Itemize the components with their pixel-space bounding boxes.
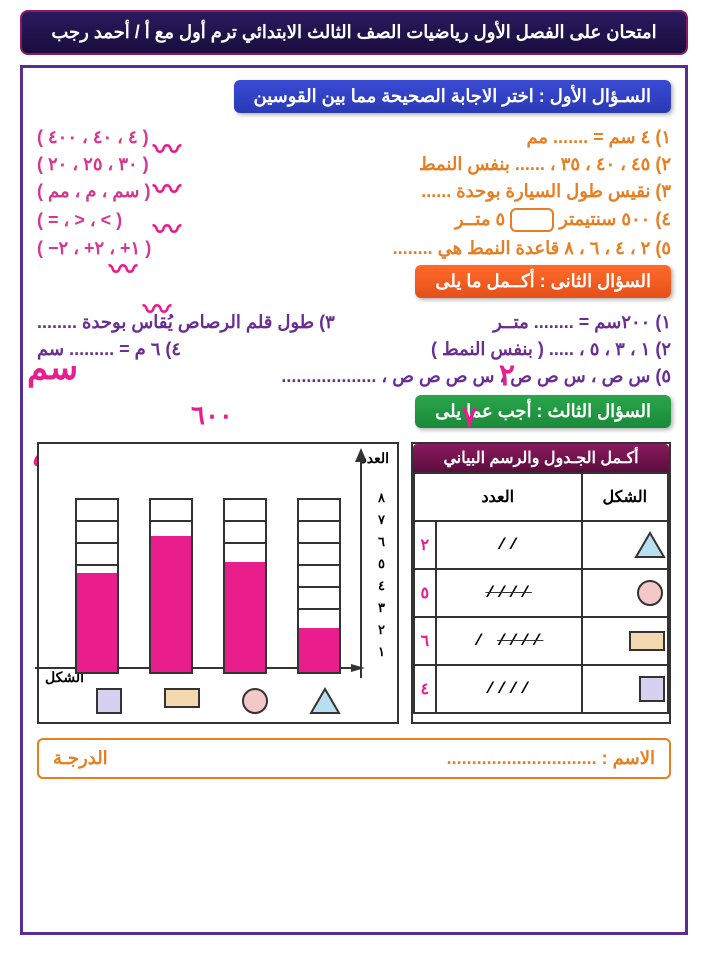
cell-num: ٦ (414, 617, 436, 665)
table-panel: أكـمل الجـدول والرسم البياني الشكل العدد… (411, 442, 671, 724)
q1-r4-right: ٤) ٥٠٠ سنتيمتر ٥ متــر (455, 208, 671, 232)
bar-rect (149, 498, 193, 674)
triangle-icon (633, 530, 667, 560)
bar-triangle (297, 498, 341, 674)
q1-row-1: ١) ٤ سم = ....... مم ( ٤ ، ٤٠ ، ٤٠٠ ) (37, 127, 671, 148)
mark-icon: 〰 (153, 128, 181, 168)
q1-r3-left: ( سم ، م ، مم ) (37, 181, 150, 202)
data-table: الشكل العدد // ٢ //// ٥ (413, 472, 669, 714)
cell-shape (582, 521, 668, 569)
q1-r5-right: ٥) ٢ ، ٤ ، ٦ ، ٨ قاعدة النمط هي ........ (393, 238, 671, 259)
table-row: //// / ٦ (414, 617, 668, 665)
cell-tally: // (436, 521, 582, 569)
mark-icon: 〰 (153, 168, 181, 208)
y-axis (351, 448, 365, 678)
bar-circle (223, 498, 267, 674)
chart-area: ١ ٢ ٣ ٤ ٥ ٦ ٧ ٨ (75, 462, 361, 674)
cell-shape (582, 665, 668, 713)
q1-r1-right: ١) ٤ سم = ....... مم (526, 127, 671, 148)
bar-square (75, 498, 119, 674)
ans-mark: سم (27, 348, 78, 388)
sub-header: أكـمل الجـدول والرسم البياني (413, 444, 669, 472)
q1-row-4: ٤) ٥٠٠ سنتيمتر ٥ متــر ( > ، < ، = ) (37, 208, 671, 232)
rect-icon (162, 686, 202, 712)
q2-r1-left: ٣) طول قلم الرصاص يُقاس بوحدة ........ (37, 312, 335, 333)
q3-panels: أكـمل الجـدول والرسم البياني الشكل العدد… (37, 442, 671, 724)
cell-num: ٥ (414, 569, 436, 617)
q1-r1-left: ( ٤ ، ٤٠ ، ٤٠٠ ) (37, 127, 149, 148)
table-row: //// ٤ (414, 665, 668, 713)
cell-num: ٤ (414, 665, 436, 713)
square-icon (94, 686, 124, 716)
x-shapes (75, 686, 361, 716)
circle-icon (633, 578, 667, 608)
name-row: الاسم : .............................. ا… (37, 738, 671, 779)
q1-header: السـؤال الأول : اختر الاجابة الصحيحة مما… (234, 80, 671, 113)
name-label: الاسم : .............................. (447, 748, 655, 769)
table-row: //// ٥ (414, 569, 668, 617)
q1-r4-left: ( > ، < ، = ) (37, 210, 122, 231)
q3-header: السؤال الثالث : أجب عما يلى (415, 395, 671, 428)
q2-row-1: ١) ٢٠٠سم = ........ متــر ٣) طول قلم الر… (37, 312, 671, 333)
ans-mark: ٦٠٠ (191, 400, 233, 431)
circle-icon (240, 686, 270, 716)
mark-icon: 〰 (143, 288, 171, 328)
q1-r3-right: ٣) نقيس طول السيارة بوحدة ...... (421, 181, 671, 202)
square-icon (637, 674, 667, 704)
triangle-icon (308, 686, 342, 716)
q2-header: السؤال الثانى : أكــمل ما يلى (415, 265, 671, 298)
col-count: العدد (414, 473, 582, 521)
compare-box (510, 208, 554, 232)
cell-num: ٢ (414, 521, 436, 569)
mark-icon: 〰 (153, 208, 181, 248)
main-frame: السـؤال الأول : اختر الاجابة الصحيحة مما… (20, 65, 688, 935)
rect-icon (627, 629, 667, 653)
y-ticks: ١ ٢ ٣ ٤ ٥ ٦ ٧ ٨ (365, 462, 385, 674)
q2-r2-right: ٢) ١ ، ٣ ، ٥ ، ..... ( بنفس النمط ) (431, 339, 671, 360)
exam-header: امتحان على الفصل الأول رياضيات الصف الثا… (20, 10, 688, 55)
q1-r2-right: ٢) ٤٥ ، ٤٠ ، ٣٥ ، ...... بنفس النمط (419, 154, 671, 175)
table-row: // ٢ (414, 521, 668, 569)
cell-shape (582, 617, 668, 665)
q2-row-3: ٥) س ص ، س ص ص ، س ص ص ص ، .............… (37, 366, 671, 387)
q1-row-2: ٢) ٤٥ ، ٤٠ ، ٣٥ ، ...... بنفس النمط ( ٣٠… (37, 154, 671, 175)
col-shape: الشكل (582, 473, 668, 521)
mark-icon: 〰 (109, 248, 137, 288)
cell-tally: //// (436, 569, 582, 617)
ans-mark: ٧ (462, 400, 477, 433)
q1-row-3: ٣) نقيس طول السيارة بوحدة ...... ( سم ، … (37, 181, 671, 202)
q2-r3-right: ٥) س ص ، س ص ص ، س ص ص ص ، .............… (281, 366, 671, 387)
grade-label: الدرجـة (53, 748, 108, 769)
chart-panel: العدد الشكل ١ ٢ ٣ (37, 442, 399, 724)
cell-tally: //// (436, 665, 582, 713)
cell-shape (582, 569, 668, 617)
cell-tally: //// / (436, 617, 582, 665)
q1-r2-left: ( ٣٠ ، ٢٥ ، ٢٠ ) (37, 154, 149, 175)
q2-r1-right: ١) ٢٠٠سم = ........ متــر (493, 312, 671, 333)
q2-row-2: ٢) ١ ، ٣ ، ٥ ، ..... ( بنفس النمط ) ٤) ٦… (37, 339, 671, 360)
ans-mark: ٢ (499, 358, 515, 393)
